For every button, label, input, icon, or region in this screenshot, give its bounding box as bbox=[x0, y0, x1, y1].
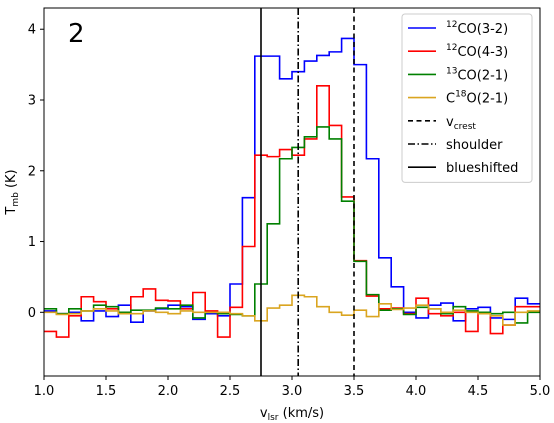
x-tick-label: 2.5 bbox=[220, 384, 241, 399]
x-tick-label: 4.5 bbox=[468, 384, 489, 399]
panel-label: 2 bbox=[68, 19, 85, 49]
x-tick-label: 3.0 bbox=[282, 384, 303, 399]
x-tick-label: 4.0 bbox=[406, 384, 427, 399]
y-tick-label: 3 bbox=[28, 94, 36, 109]
legend-label: 12CO(4-3) bbox=[446, 43, 508, 60]
y-tick-label: 0 bbox=[28, 306, 36, 321]
y-tick-label: 2 bbox=[28, 164, 36, 179]
legend-box bbox=[401, 13, 533, 183]
y-tick-label: 1 bbox=[28, 235, 36, 250]
x-axis-label: vlsr (km/s) bbox=[260, 406, 324, 423]
legend-label: 13CO(2-1) bbox=[446, 66, 508, 83]
legend-label: blueshifted bbox=[446, 161, 518, 176]
legend-label: C18O(2-1) bbox=[446, 90, 508, 107]
plot-area bbox=[44, 8, 540, 376]
x-tick-label: 5.0 bbox=[530, 384, 551, 399]
y-tick-label: 4 bbox=[28, 23, 36, 38]
x-tick-label: 1.5 bbox=[96, 384, 117, 399]
y-axis-label: Tmb (K) bbox=[4, 169, 21, 215]
plot-clip-group bbox=[44, 8, 540, 376]
legend-label: vcrest bbox=[446, 115, 476, 132]
x-tick-label: 3.5 bbox=[344, 384, 365, 399]
x-tick-label: 2.0 bbox=[158, 384, 179, 399]
legend-label: 12CO(3-2) bbox=[446, 20, 508, 37]
series-line-13co-2-1- bbox=[44, 126, 540, 324]
y-axis-label-group: Tmb (K) bbox=[4, 169, 21, 215]
x-tick-label: 1.0 bbox=[34, 384, 55, 399]
series-line-c18o-2-1- bbox=[44, 294, 540, 326]
axes: 1.0 1.5 2.0 2.5 3.0 3.5 4.0 4.5 5.0 0 1 2 3 4 vlsr (km… bbox=[4, 7, 551, 423]
legend: 12CO(3-2) 12CO(4-3) 13CO(2-1) C18O(2-1) vcre… bbox=[401, 13, 533, 183]
legend-label: shoulder bbox=[446, 138, 503, 153]
